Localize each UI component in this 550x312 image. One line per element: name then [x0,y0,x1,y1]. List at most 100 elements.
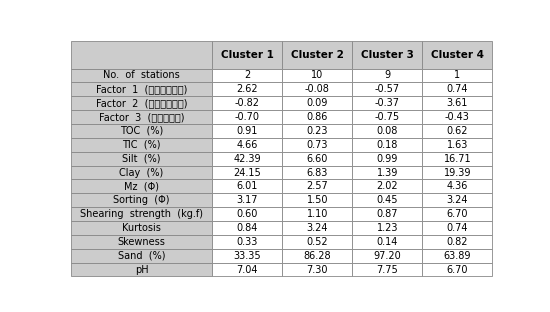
Bar [212,166,282,179]
Bar [212,96,282,110]
Bar [353,69,422,82]
Text: -0.70: -0.70 [235,112,260,122]
Text: 6.70: 6.70 [447,265,468,275]
Bar [353,179,422,193]
Text: Cluster 4: Cluster 4 [431,50,484,60]
Bar [212,179,282,193]
Bar [71,263,212,276]
Text: 3.61: 3.61 [447,98,468,108]
Text: 2.02: 2.02 [377,181,398,191]
Bar [212,249,282,263]
Text: Shearing  strength  (kg.f): Shearing strength (kg.f) [80,209,203,219]
Bar [282,96,353,110]
Text: 1: 1 [454,71,460,80]
Bar [282,263,353,276]
Text: -0.08: -0.08 [305,84,330,94]
Text: 97.20: 97.20 [373,251,402,261]
Text: -0.75: -0.75 [375,112,400,122]
Bar [422,69,492,82]
Bar [212,110,282,124]
Text: Factor  1  (세립질퇰적물): Factor 1 (세립질퇰적물) [96,84,187,94]
Bar [353,193,422,207]
Bar [422,138,492,152]
Text: 0.08: 0.08 [377,126,398,136]
Bar [71,82,212,96]
Text: 7.75: 7.75 [377,265,398,275]
Bar [422,124,492,138]
Bar [282,41,353,69]
Bar [212,82,282,96]
Bar [71,249,212,263]
Bar [282,152,353,166]
Bar [282,193,353,207]
Bar [71,166,212,179]
Bar [71,207,212,221]
Text: Sand  (%): Sand (%) [118,251,166,261]
Text: -0.82: -0.82 [235,98,260,108]
Bar [71,193,212,207]
Text: 9: 9 [384,71,390,80]
Text: 0.45: 0.45 [377,195,398,205]
Text: No.  of  stations: No. of stations [103,71,180,80]
Bar [353,138,422,152]
Text: 42.39: 42.39 [233,154,261,163]
Text: 6.01: 6.01 [236,181,258,191]
Bar [71,179,212,193]
Text: 24.15: 24.15 [233,168,261,178]
Text: 0.87: 0.87 [377,209,398,219]
Bar [282,207,353,221]
Bar [422,110,492,124]
Text: Skewness: Skewness [118,237,166,247]
Text: Cluster 3: Cluster 3 [361,50,414,60]
Text: 1.50: 1.50 [306,195,328,205]
Bar [422,249,492,263]
Bar [422,82,492,96]
Text: 6.70: 6.70 [447,209,468,219]
Text: Factor  3  (수리에너지): Factor 3 (수리에너지) [99,112,184,122]
Bar [353,82,422,96]
Bar [422,235,492,249]
Text: Silt  (%): Silt (%) [122,154,161,163]
Text: Factor  2  (퇰적물단단함): Factor 2 (퇰적물단단함) [96,98,188,108]
Text: 6.60: 6.60 [307,154,328,163]
Text: 1.23: 1.23 [377,223,398,233]
Bar [422,152,492,166]
Bar [282,166,353,179]
Bar [422,166,492,179]
Bar [282,82,353,96]
Bar [212,152,282,166]
Text: 7.04: 7.04 [236,265,258,275]
Bar [282,124,353,138]
Text: 0.60: 0.60 [236,209,258,219]
Bar [212,138,282,152]
Text: 1.63: 1.63 [447,140,468,150]
Text: 86.28: 86.28 [304,251,331,261]
Text: 0.91: 0.91 [236,126,258,136]
Bar [212,221,282,235]
Text: -0.57: -0.57 [375,84,400,94]
Text: 0.62: 0.62 [447,126,468,136]
Text: 0.14: 0.14 [377,237,398,247]
Text: 3.24: 3.24 [447,195,468,205]
Bar [353,110,422,124]
Bar [353,41,422,69]
Text: 0.18: 0.18 [377,140,398,150]
Text: Kurtosis: Kurtosis [122,223,161,233]
Text: 0.74: 0.74 [447,223,468,233]
Bar [212,235,282,249]
Bar [71,96,212,110]
Text: Cluster 1: Cluster 1 [221,50,274,60]
Text: pH: pH [135,265,148,275]
Text: 0.33: 0.33 [236,237,258,247]
Bar [212,207,282,221]
Bar [353,166,422,179]
Bar [71,221,212,235]
Bar [71,110,212,124]
Bar [71,138,212,152]
Text: 4.36: 4.36 [447,181,468,191]
Bar [353,235,422,249]
Bar [282,138,353,152]
Bar [282,235,353,249]
Text: 10: 10 [311,71,323,80]
Text: 0.09: 0.09 [307,98,328,108]
